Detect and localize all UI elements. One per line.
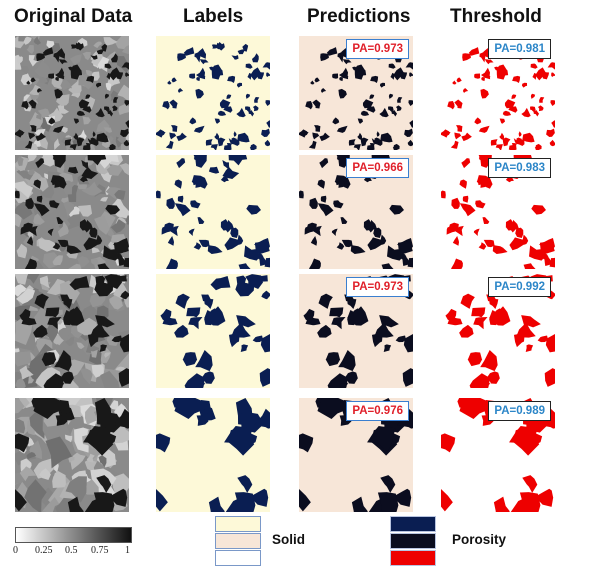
threshold-pa-badge-row2: PA=0.983: [488, 158, 551, 178]
prediction-pa-badge-row2: PA=0.966: [346, 158, 409, 178]
prediction-pa-badge-row1: PA=0.973: [346, 39, 409, 59]
column-title-threshold: Threshold: [450, 6, 542, 27]
threshold-image-row3-graphic: [441, 274, 555, 388]
colorbar-tick-075: 0.75: [91, 545, 109, 556]
original-image-row1-graphic: [15, 36, 129, 150]
label-image-row1: [156, 36, 270, 150]
colorbar-tick-1: 1: [125, 545, 130, 556]
label-image-row2: [156, 155, 270, 269]
prediction-pa-badge-row4: PA=0.976: [346, 401, 409, 421]
original-image-row2-graphic: [15, 155, 129, 269]
legend-porosity-swatch-labels: [390, 516, 436, 532]
colorbar-tick-025: 0.25: [35, 545, 53, 556]
label-image-row4: [156, 398, 270, 512]
label-image-row4-graphic: [156, 398, 270, 512]
threshold-pa-badge-row1: PA=0.981: [488, 39, 551, 59]
original-image-row3: [15, 274, 129, 388]
original-image-row3-graphic: [15, 274, 129, 388]
legend-porosity-swatch-threshold: [390, 550, 436, 566]
threshold-pa-badge-row3: PA=0.992: [488, 277, 551, 297]
threshold-image-row1: PA=0.981: [441, 36, 555, 150]
legend-porosity-swatch-predictions: [390, 533, 436, 549]
legend-solid-label: Solid: [272, 532, 305, 547]
column-title-labels: Labels: [183, 6, 244, 27]
original-image-row2: [15, 155, 129, 269]
label-image-row1-graphic: [156, 36, 270, 150]
threshold-image-row3: PA=0.992: [441, 274, 555, 388]
original-image-row4-graphic: [15, 398, 129, 512]
original-image-row4: [15, 398, 129, 512]
column-title-predictions: Predictions: [307, 6, 411, 27]
legend-porosity-label: Porosity: [452, 532, 507, 547]
colorbar-tick-05: 0.5: [65, 545, 78, 556]
label-image-row3-graphic: [156, 274, 270, 388]
legend-solid-swatch-labels: [215, 516, 261, 532]
prediction-pa-badge-row3: PA=0.973: [346, 277, 409, 297]
threshold-pa-badge-row4: PA=0.989: [488, 401, 551, 421]
grayscale-colorbar: [15, 527, 132, 543]
legend-solid-swatch-predictions: [215, 533, 261, 549]
original-image-row1: [15, 36, 129, 150]
prediction-image-row4: PA=0.976: [299, 398, 413, 512]
prediction-image-row1: PA=0.973: [299, 36, 413, 150]
legend-solid-swatch-threshold: [215, 550, 261, 566]
label-image-row3: [156, 274, 270, 388]
colorbar-tick-0: 0: [13, 545, 18, 556]
label-image-row2-graphic: [156, 155, 270, 269]
prediction-image-row3: PA=0.973: [299, 274, 413, 388]
threshold-image-row2: PA=0.983: [441, 155, 555, 269]
prediction-image-row2: PA=0.966: [299, 155, 413, 269]
threshold-image-row4: PA=0.989: [441, 398, 555, 512]
column-title-original: Original Data: [14, 6, 133, 27]
